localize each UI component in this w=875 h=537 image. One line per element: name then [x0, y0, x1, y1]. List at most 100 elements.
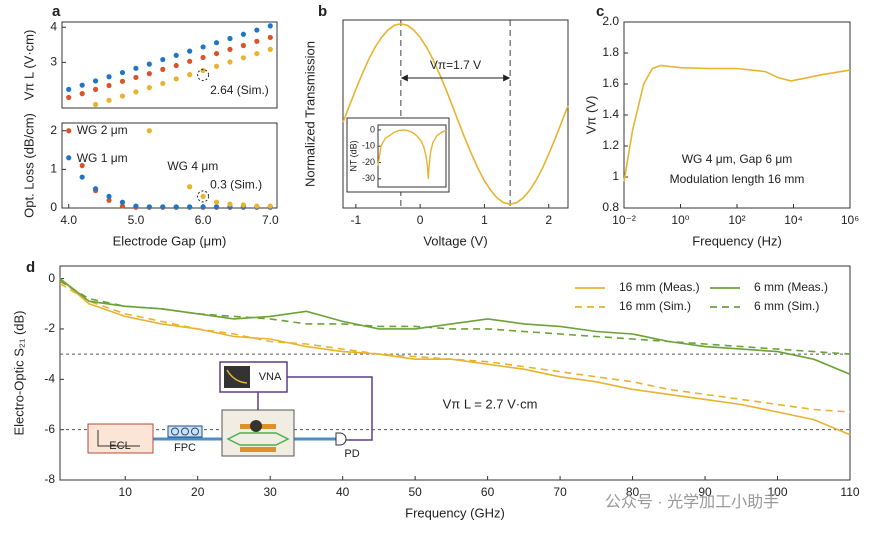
point [267, 34, 273, 41]
point [160, 80, 166, 87]
point [146, 61, 152, 67]
point [66, 128, 72, 134]
x-tick-label: 6.0 [195, 213, 212, 227]
probe [250, 420, 262, 432]
annotation: Modulation length 16 mm [670, 172, 805, 186]
point [133, 89, 139, 95]
x-tick-label: 40 [336, 485, 350, 499]
point [227, 46, 233, 52]
point [267, 203, 273, 209]
point [227, 35, 233, 42]
point [173, 204, 179, 210]
point [213, 199, 220, 205]
point [146, 71, 152, 77]
x-tick-label: 70 [553, 485, 567, 499]
setup-diagram [87, 361, 373, 457]
y-axis-label: Normalized Transmission [302, 41, 317, 187]
point [187, 58, 193, 64]
setup-label: ECL [109, 440, 130, 452]
setup-label: VNA [259, 371, 282, 383]
vna-screen [224, 366, 250, 388]
line [59, 277, 851, 376]
x-tick-label: 10⁻² [612, 213, 636, 227]
setup-label: PD [344, 448, 359, 460]
series-label: WG 1 μm [77, 151, 128, 165]
y-axis-label: Vπ L (V·cm) [21, 30, 36, 101]
x-tick-label: 20 [191, 485, 205, 499]
panel-label: a [52, 3, 61, 20]
point [133, 203, 139, 209]
point [66, 86, 72, 92]
point [106, 193, 112, 200]
x-tick-label: 10⁶ [841, 213, 859, 227]
point [200, 204, 206, 210]
point [173, 52, 179, 58]
y-tick-label: 0.8 [602, 200, 619, 214]
point [213, 63, 220, 69]
inset-plot-frame [377, 124, 447, 188]
y-tick-label: -10 [362, 141, 375, 151]
point [106, 97, 112, 103]
y-tick-label: 1 [50, 162, 57, 176]
x-tick-label: 2 [545, 213, 552, 227]
x-tick-label: 4.0 [60, 213, 77, 227]
y-axis-label: NT (dB) [348, 140, 358, 171]
setup-label: FPC [174, 442, 196, 454]
point [267, 23, 273, 29]
annotation: Vπ L = 2.7 V·cm [443, 396, 538, 411]
point [79, 174, 85, 180]
x-tick-label: -1 [351, 213, 362, 227]
point [240, 42, 247, 49]
x-tick-label: 80 [626, 485, 640, 499]
x-axis-label: Voltage (V) [423, 233, 487, 248]
point [200, 44, 206, 50]
x-tick-label: 5.0 [128, 213, 145, 227]
fpc-box [167, 425, 203, 438]
x-tick-label: 110 [840, 485, 859, 499]
point [254, 203, 260, 209]
point [146, 204, 152, 210]
point [92, 101, 99, 108]
line [342, 22, 569, 206]
annotation: WG 4 μm, Gap 6 μm [682, 152, 793, 166]
x-tick-label: 0 [417, 213, 424, 227]
ecl-icon [97, 430, 140, 447]
watermark: 公众号 · 光学加工小助手 [605, 493, 779, 511]
annotation: 0.3 (Sim.) [210, 178, 262, 192]
point [254, 27, 260, 33]
line [623, 64, 851, 182]
point [92, 186, 99, 192]
panel-label: b [318, 3, 327, 20]
x-tick-label: 60 [481, 485, 495, 499]
point [200, 67, 206, 74]
vna-trace [226, 369, 248, 384]
y-tick-label: 3 [50, 55, 57, 69]
annotation-circle [197, 69, 210, 82]
x-tick-label: 50 [408, 485, 422, 499]
y-tick-label: -30 [362, 173, 375, 183]
point [187, 48, 193, 54]
panel-label: d [26, 259, 35, 276]
point [146, 128, 152, 134]
x-tick-label: 10⁰ [671, 213, 689, 227]
x-tick-label: 100 [768, 485, 788, 499]
point [119, 93, 126, 99]
legend-label: 16 mm (Sim.) [619, 299, 691, 313]
x-tick-label: 10⁴ [784, 213, 803, 227]
x-tick-label: 30 [264, 485, 278, 499]
plot-frame [59, 265, 851, 481]
plot-frame [61, 21, 278, 109]
point [79, 91, 85, 97]
point [240, 55, 247, 61]
mzi [226, 432, 290, 446]
point [66, 94, 72, 101]
x-tick-label: 7.0 [262, 213, 279, 227]
point [240, 31, 247, 37]
series-label: WG 4 μm [167, 159, 218, 173]
point [213, 204, 220, 210]
point [240, 202, 247, 208]
y-tick-label: 0 [370, 124, 375, 134]
point [227, 59, 233, 65]
y-tick-label: -4 [44, 371, 55, 385]
